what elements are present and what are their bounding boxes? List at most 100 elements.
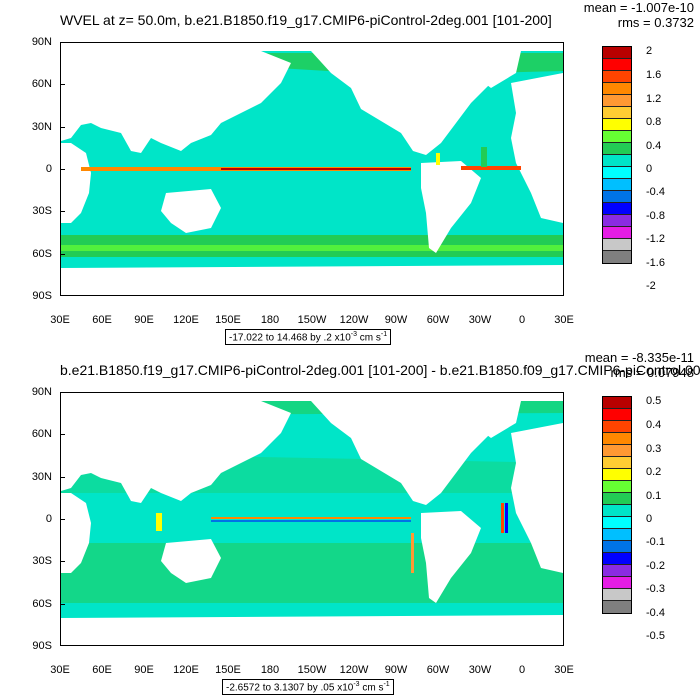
lat-label: 60S bbox=[32, 248, 52, 260]
arctic-band bbox=[61, 393, 563, 401]
lon-label: 60E bbox=[92, 314, 112, 326]
lon-label: 30W bbox=[468, 664, 492, 676]
lon-label: 120W bbox=[339, 664, 369, 676]
legend-level: 0.8 bbox=[646, 116, 662, 128]
eurasia-landmass bbox=[61, 51, 291, 153]
africa-east-landmass bbox=[511, 73, 563, 223]
lon-label: 30E bbox=[554, 314, 574, 326]
north-america-landmass bbox=[311, 401, 511, 505]
australia-landmass bbox=[161, 189, 221, 233]
lon-label: 0 bbox=[518, 314, 526, 326]
equatorial-band-outer bbox=[211, 517, 411, 519]
north-america-landmass bbox=[311, 51, 511, 155]
legend-level: -0.2 bbox=[646, 560, 665, 572]
lon-label: 120E bbox=[173, 664, 199, 676]
coastal-upwelling bbox=[436, 153, 440, 165]
africa-landmass bbox=[61, 493, 91, 573]
antarctica-landmass bbox=[61, 615, 563, 645]
lat-label: 90S bbox=[32, 290, 52, 302]
top-panel: WVEL at z= 50.0m, b.e21.B1850.f19_g17.CM… bbox=[31, 0, 694, 346]
legend-level: -1.2 bbox=[646, 233, 665, 245]
eurasia-landmass bbox=[61, 401, 291, 503]
lon-label: 30E bbox=[50, 314, 70, 326]
southern-green-band bbox=[61, 543, 563, 603]
lat-label: 0 bbox=[45, 513, 52, 525]
coastal-green bbox=[481, 147, 487, 167]
lon-label: 180 bbox=[260, 664, 280, 676]
legend-level: 2 bbox=[646, 45, 653, 57]
australia-landmass bbox=[161, 539, 221, 583]
lat-label: 30N bbox=[31, 121, 52, 133]
rms-stat: rms = 0.3732 bbox=[617, 15, 694, 30]
rms-stat: rms = 0.07948 bbox=[610, 365, 694, 380]
panel-title: b.e21.B1850.f19_g17.CMIP6-piControl-2deg… bbox=[60, 362, 700, 378]
lon-label: 30W bbox=[468, 314, 492, 326]
lat-label: 90S bbox=[32, 640, 52, 652]
lon-label: 90W bbox=[384, 314, 408, 326]
lon-label: 30E bbox=[50, 664, 70, 676]
lon-label: 150W bbox=[297, 314, 327, 326]
legend-level: 0 bbox=[646, 513, 653, 525]
greenland-landmass bbox=[461, 51, 521, 88]
equatorial-band-neg bbox=[211, 520, 411, 522]
contour-range-info: -17.022 to 14.468 by .2 x10-3 cm s-1 bbox=[225, 329, 392, 346]
greenland-landmass bbox=[461, 401, 521, 438]
contour-range-info: -2.6572 to 3.1307 by .05 x10-3 cm s-1 bbox=[222, 679, 394, 696]
legend-level: -2 bbox=[646, 280, 656, 292]
lon-label: 60W bbox=[426, 664, 450, 676]
lon-label: 0 bbox=[518, 664, 526, 676]
atlantic-equatorial-band bbox=[461, 166, 521, 170]
legend-level: 0.5 bbox=[646, 395, 662, 407]
legend-level: 0.1 bbox=[646, 490, 662, 502]
africa-landmass bbox=[61, 143, 91, 223]
indonesia-anomaly bbox=[156, 513, 162, 531]
legend-level: -0.3 bbox=[646, 583, 665, 595]
legend-level: -0.4 bbox=[646, 186, 665, 198]
lon-label: 60W bbox=[426, 314, 450, 326]
map-plot bbox=[60, 392, 564, 646]
southern-light-band bbox=[61, 245, 563, 251]
coastal-upwelling bbox=[501, 503, 504, 533]
difference-field-map bbox=[61, 393, 563, 645]
arctic-band bbox=[61, 43, 563, 51]
lon-label: 180 bbox=[260, 314, 280, 326]
legend-level: 0.2 bbox=[646, 466, 662, 478]
lon-label: 120W bbox=[339, 314, 369, 326]
colorbar bbox=[602, 46, 632, 264]
legend-level: -0.4 bbox=[646, 607, 665, 619]
legend-level: -0.8 bbox=[646, 210, 665, 222]
lon-label: 150E bbox=[215, 314, 241, 326]
legend-level: 1.6 bbox=[646, 69, 662, 81]
lat-label: 60S bbox=[32, 598, 52, 610]
africa-east-landmass bbox=[511, 423, 563, 573]
lat-label: 60N bbox=[31, 428, 52, 440]
lon-label: 120E bbox=[173, 314, 199, 326]
legend-level: -0.5 bbox=[646, 630, 665, 642]
wvel-field-map bbox=[61, 43, 563, 295]
lat-label: 30S bbox=[32, 205, 52, 217]
legend-level: 0.3 bbox=[646, 443, 662, 455]
lon-label: 90W bbox=[384, 664, 408, 676]
coastal-downwelling bbox=[505, 503, 508, 533]
lon-label: 150E bbox=[215, 664, 241, 676]
mean-stat: mean = -1.007e-10 bbox=[583, 0, 694, 15]
lat-label: 90N bbox=[31, 386, 52, 398]
colorbar bbox=[602, 396, 632, 614]
lat-label: 60N bbox=[31, 78, 52, 90]
south-america-landmass bbox=[421, 161, 481, 253]
south-america-landmass bbox=[421, 511, 481, 603]
legend-level: 0.4 bbox=[646, 140, 662, 152]
bottom-panel: b.e21.B1850.f19_g17.CMIP6-piControl-2deg… bbox=[0, 350, 700, 700]
lon-label: 90E bbox=[134, 664, 154, 676]
legend-level: -0.1 bbox=[646, 536, 665, 548]
lat-label: 30N bbox=[31, 471, 52, 483]
lat-label: 90N bbox=[31, 36, 52, 48]
lon-label: 60E bbox=[92, 664, 112, 676]
lat-label: 0 bbox=[45, 163, 52, 175]
map-plot bbox=[60, 42, 564, 296]
panel-title: WVEL at z= 50.0m, b.e21.B1850.f19_g17.CM… bbox=[60, 12, 552, 28]
lon-label: 90E bbox=[134, 314, 154, 326]
mean-stat: mean = -8.335e-11 bbox=[584, 350, 694, 365]
antarctica-landmass bbox=[61, 265, 563, 295]
lon-label: 30E bbox=[554, 664, 574, 676]
